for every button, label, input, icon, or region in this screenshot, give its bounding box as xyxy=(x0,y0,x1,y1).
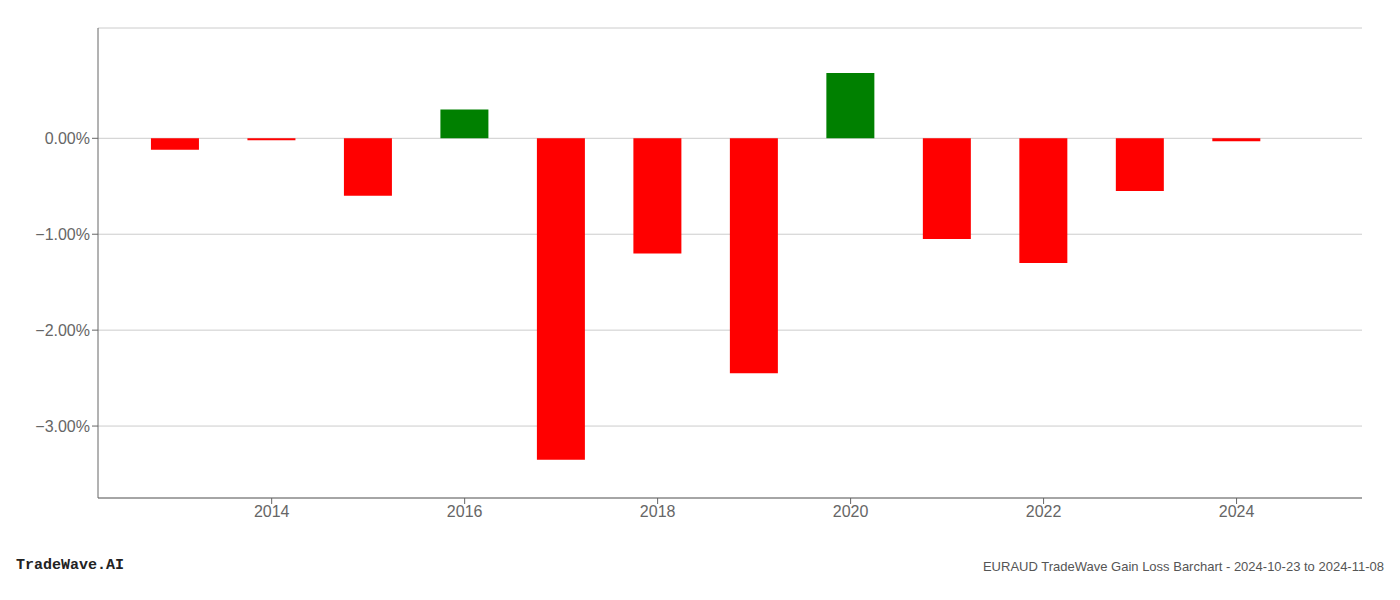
svg-text:2020: 2020 xyxy=(833,503,869,520)
svg-text:2018: 2018 xyxy=(640,503,676,520)
svg-text:−1.00%: −1.00% xyxy=(35,226,90,243)
svg-text:2016: 2016 xyxy=(447,503,483,520)
svg-text:2014: 2014 xyxy=(254,503,290,520)
svg-text:−3.00%: −3.00% xyxy=(35,418,90,435)
html-text:TradeWave.AI: TradeWave.AI xyxy=(16,557,124,574)
svg-text:0.00%: 0.00% xyxy=(45,130,90,147)
svg-text:2024: 2024 xyxy=(1219,503,1255,520)
svg-text:−2.00%: −2.00% xyxy=(35,322,90,339)
svg-text:2022: 2022 xyxy=(1026,503,1062,520)
html-text:EURAUD TradeWave Gain Loss Bar: EURAUD TradeWave Gain Loss Barchart - 20… xyxy=(983,559,1384,574)
